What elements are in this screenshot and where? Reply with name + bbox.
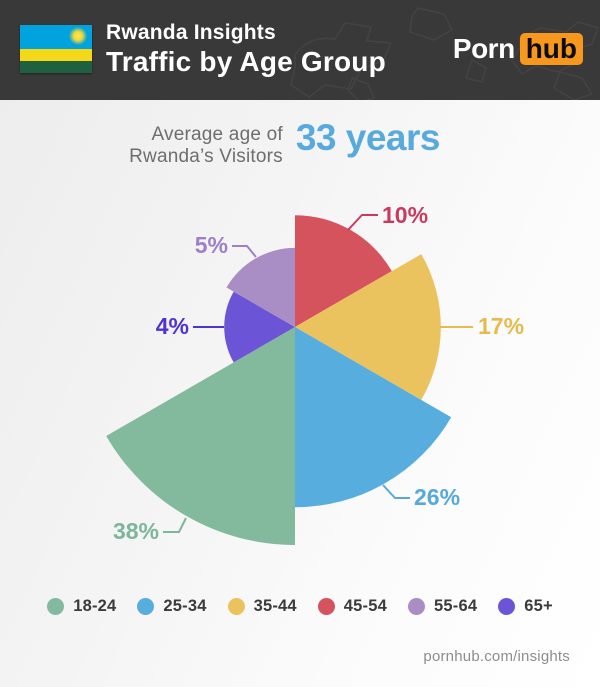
flag-sun-icon: [69, 27, 87, 45]
pie-slice-45-54: [295, 215, 392, 327]
header-subtitle: Rwanda Insights: [106, 21, 276, 44]
pie-slice-35-44: [295, 254, 441, 400]
legend-dot-65+: [498, 598, 516, 615]
legend-item-18-24: 18-24: [47, 597, 116, 616]
slice-percent-label-35-44: 17%: [478, 313, 524, 339]
logo-text-porn: Porn: [452, 33, 515, 64]
legend-item-35-44: 35-44: [227, 597, 297, 616]
pie-slice-25-34: [295, 327, 452, 508]
legend-dot-35-44: [227, 598, 245, 615]
slice-percent-label-55-64: 5%: [195, 232, 228, 258]
average-age-value: 33 years: [295, 117, 441, 158]
legend-dot-55-64: [408, 598, 425, 615]
footer-url: pornhub.com/insights: [423, 648, 570, 665]
age-group-rose-chart: 10% 17% 26% 38% 4% 5%: [106, 202, 524, 545]
slice-leader-25-34: [382, 484, 410, 499]
legend-item-65+: 65+: [498, 597, 553, 616]
pornhub-logo: Porn hub: [453, 33, 583, 65]
legend-item-25-34: 25-34: [137, 597, 206, 616]
legend-label-45-54: 45-54: [343, 597, 387, 615]
legend-label-25-34: 25-34: [163, 597, 207, 615]
pie-slice-55-64: [226, 247, 295, 327]
pie-slice-65+: [224, 291, 295, 363]
flag-blue-stripe: [20, 25, 92, 49]
legend-label-18-24: 18-24: [73, 597, 117, 615]
rwanda-flag: [20, 25, 92, 73]
legend-label-55-64: 55-64: [434, 597, 478, 615]
legend-dot-45-54: [317, 598, 335, 615]
slice-percent-label-18-24: 38%: [113, 518, 159, 544]
slice-leader-55-64: [232, 245, 257, 258]
logo-text-hub: hub: [519, 33, 583, 65]
slice-percent-label-25-34: 26%: [414, 484, 460, 510]
average-age-callout: Average age of Rwanda’s Visitors 33 year…: [0, 117, 440, 167]
flag-green-stripe: [20, 61, 92, 73]
header-bar: Rwanda Insights Traffic by Age Group Por…: [0, 0, 600, 100]
pie-slice-18-24: [106, 327, 295, 545]
slice-leader-45-54: [347, 214, 378, 231]
page-title: Traffic by Age Group: [106, 46, 386, 77]
flag-yellow-stripe: [20, 49, 92, 61]
chart-legend: 18-24 25-34 35-44 45-54 55-64 65+: [0, 597, 600, 616]
slice-percent-label-65+: 4%: [156, 313, 189, 339]
slice-leader-18-24: [163, 517, 187, 533]
legend-dot-18-24: [47, 598, 65, 615]
legend-item-55-64: 55-64: [408, 597, 477, 616]
legend-dot-25-34: [137, 598, 155, 615]
header-titles: Rwanda Insights Traffic by Age Group: [106, 21, 386, 78]
average-age-label-line1: Average age of: [151, 124, 283, 145]
legend-label-35-44: 35-44: [253, 597, 297, 615]
slice-percent-label-45-54: 10%: [382, 202, 428, 228]
legend-label-65+: 65+: [524, 597, 553, 615]
average-age-label-line2: Rwanda’s Visitors: [129, 145, 283, 167]
average-age-label: Average age of Rwanda’s Visitors: [129, 124, 283, 167]
legend-item-45-54: 45-54: [317, 597, 387, 616]
